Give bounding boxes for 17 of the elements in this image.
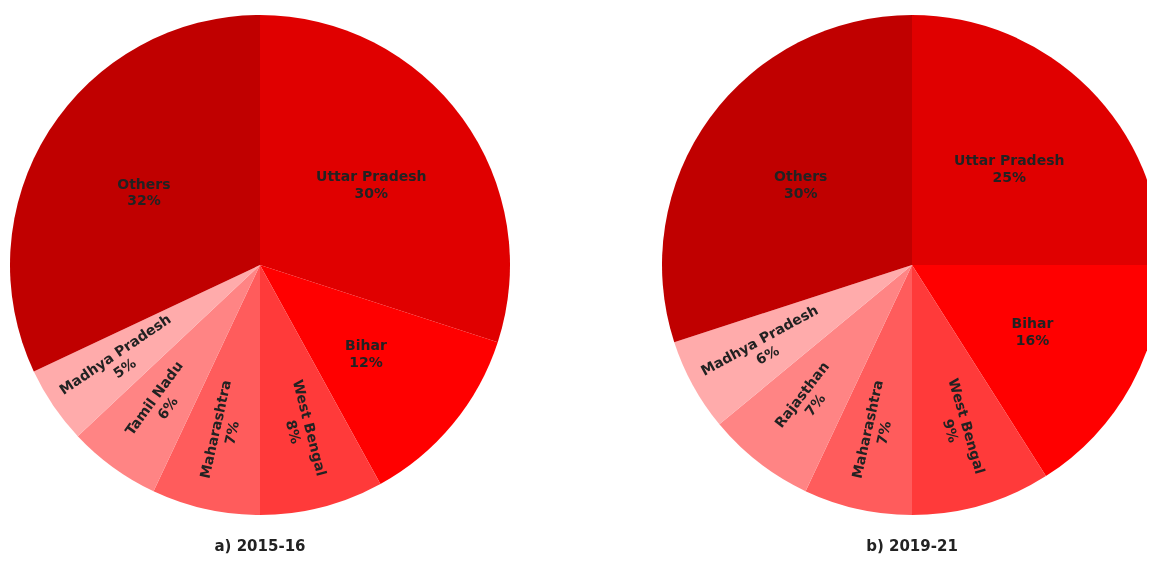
slice-label: Bihar <box>345 336 387 353</box>
data-label: 30% <box>784 185 818 202</box>
text: b) 2019-21 <box>866 537 958 555</box>
data-label: 30% <box>354 185 388 202</box>
data-label: 12% <box>349 353 383 370</box>
slice-label: Others <box>774 168 828 185</box>
data-label: 16% <box>1015 332 1050 349</box>
slice-label: Uttar Pradesh <box>954 151 1065 168</box>
text: a) 2015-16 <box>214 537 306 555</box>
slice-label: Uttar Pradesh <box>316 168 427 185</box>
data-label: 25% <box>992 168 1026 185</box>
slice-label: Others <box>117 175 171 192</box>
data-label: 32% <box>127 192 161 209</box>
data-label: 8% <box>282 418 305 446</box>
pie-slice <box>260 265 498 485</box>
slice-label: Bihar <box>1011 315 1054 332</box>
data-label: 9% <box>939 417 962 445</box>
